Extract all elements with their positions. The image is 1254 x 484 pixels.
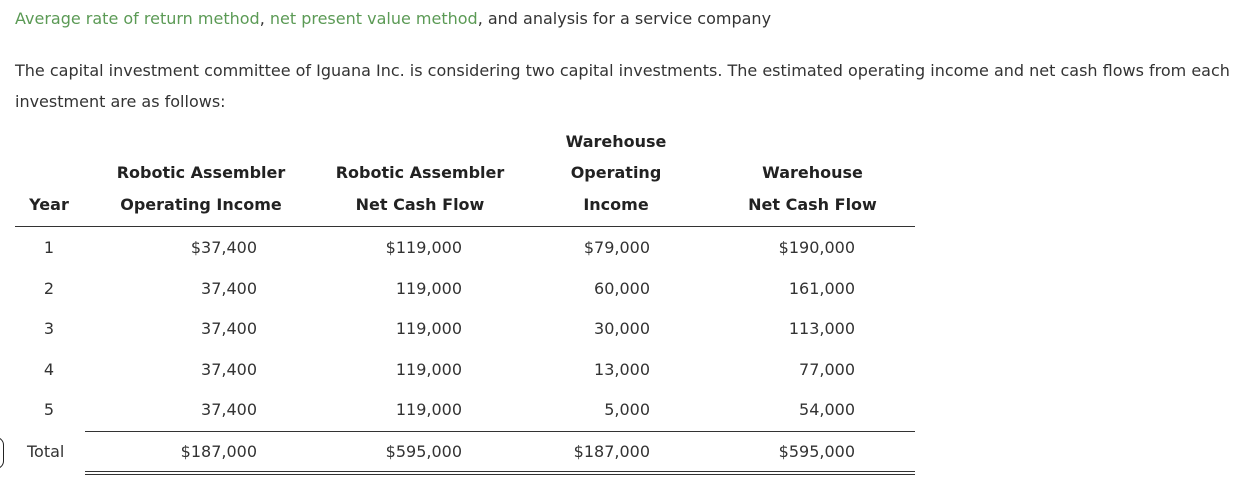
robotic-cash-total: $595,000 bbox=[385, 442, 462, 461]
table-row: 5 37,400 119,000 5,000 54,000 bbox=[15, 398, 915, 422]
title-rest: , and analysis for a service company bbox=[477, 9, 772, 28]
header-warehouse-net-cash-flow: Warehouse Net Cash Flow bbox=[715, 128, 910, 220]
robotic-cash-cell: 119,000 bbox=[395, 359, 462, 379]
robotic-income-cell: $37,400 bbox=[190, 238, 257, 257]
net-present-value-link[interactable]: net present value method bbox=[269, 9, 478, 28]
total-divider bbox=[85, 431, 915, 432]
warehouse-cash-cell: 54,000 bbox=[799, 400, 855, 419]
header-warehouse-cash-line-2: Net Cash Flow bbox=[748, 194, 877, 214]
year-cell: 5 bbox=[43, 400, 55, 419]
total-double-underline bbox=[85, 471, 915, 475]
robotic-income-cell: 37,400 bbox=[201, 400, 257, 419]
robotic-income-cell: 37,400 bbox=[201, 278, 257, 298]
header-year-line-1: Year bbox=[29, 194, 69, 214]
warehouse-income-cell: 60,000 bbox=[594, 278, 650, 298]
average-rate-of-return-link[interactable]: Average rate of return method bbox=[15, 9, 260, 28]
total-label: Total bbox=[27, 442, 65, 461]
warehouse-income-cell: 5,000 bbox=[604, 400, 650, 419]
problem-intro: The capital investment committee of Igua… bbox=[15, 61, 1230, 111]
robotic-income-cell: 37,400 bbox=[201, 319, 257, 338]
warehouse-cash-cell: 77,000 bbox=[799, 359, 855, 379]
header-robotic-cash-line-1: Robotic Assembler bbox=[335, 163, 505, 182]
problem-title: Average rate of return method, net prese… bbox=[15, 8, 771, 30]
table-row: 4 37,400 119,000 13,000 77,000 bbox=[15, 358, 915, 382]
warehouse-income-cell: 13,000 bbox=[594, 359, 650, 379]
table-row: 2 37,400 119,000 60,000 161,000 bbox=[15, 277, 915, 301]
warehouse-income-total: $187,000 bbox=[573, 442, 650, 461]
warehouse-cash-cell: 113,000 bbox=[788, 319, 855, 338]
table-row: 1 $37,400 $119,000 $79,000 $190,000 bbox=[15, 236, 915, 260]
robotic-cash-cell: 119,000 bbox=[395, 400, 462, 419]
robotic-income-cell: 37,400 bbox=[201, 359, 257, 379]
header-robotic-cash-line-2: Net Cash Flow bbox=[355, 194, 485, 214]
header-warehouse-income-line-1: Warehouse bbox=[565, 131, 667, 151]
total-row: Total $187,000 $595,000 $187,000 $595,00… bbox=[15, 440, 915, 464]
header-robotic-operating-income: Robotic Assembler Operating Income bbox=[101, 128, 301, 220]
robotic-income-total: $187,000 bbox=[180, 442, 257, 461]
header-warehouse-income-line-3: Income bbox=[583, 194, 649, 214]
table-row: 3 37,400 119,000 30,000 113,000 bbox=[15, 317, 915, 341]
header-divider bbox=[15, 226, 915, 227]
header-robotic-net-cash-flow: Robotic Assembler Net Cash Flow bbox=[320, 128, 520, 220]
year-cell: 3 bbox=[43, 319, 55, 338]
year-cell: 4 bbox=[43, 359, 55, 379]
warehouse-income-cell: $79,000 bbox=[583, 238, 650, 257]
year-cell: 2 bbox=[43, 278, 55, 298]
header-warehouse-operating-income: Warehouse Operating Income bbox=[545, 128, 687, 220]
header-robotic-income-line-1: Robotic Assembler bbox=[116, 163, 286, 182]
title-separator: , bbox=[259, 9, 270, 28]
warehouse-income-cell: 30,000 bbox=[594, 319, 650, 338]
robotic-cash-cell: 119,000 bbox=[395, 278, 462, 298]
year-cell: 1 bbox=[43, 238, 55, 257]
warehouse-cash-cell: 161,000 bbox=[788, 278, 855, 298]
header-year: Year bbox=[15, 128, 83, 220]
warehouse-cash-total: $595,000 bbox=[778, 442, 855, 461]
robotic-cash-cell: 119,000 bbox=[395, 319, 462, 338]
header-warehouse-income-line-2: Operating bbox=[570, 163, 662, 182]
header-warehouse-cash-line-1: Warehouse bbox=[762, 163, 863, 182]
header-robotic-income-line-2: Operating Income bbox=[120, 194, 282, 214]
robotic-cash-cell: $119,000 bbox=[385, 238, 462, 257]
page-edge-bracket bbox=[0, 437, 4, 469]
warehouse-cash-cell: $190,000 bbox=[778, 238, 855, 257]
